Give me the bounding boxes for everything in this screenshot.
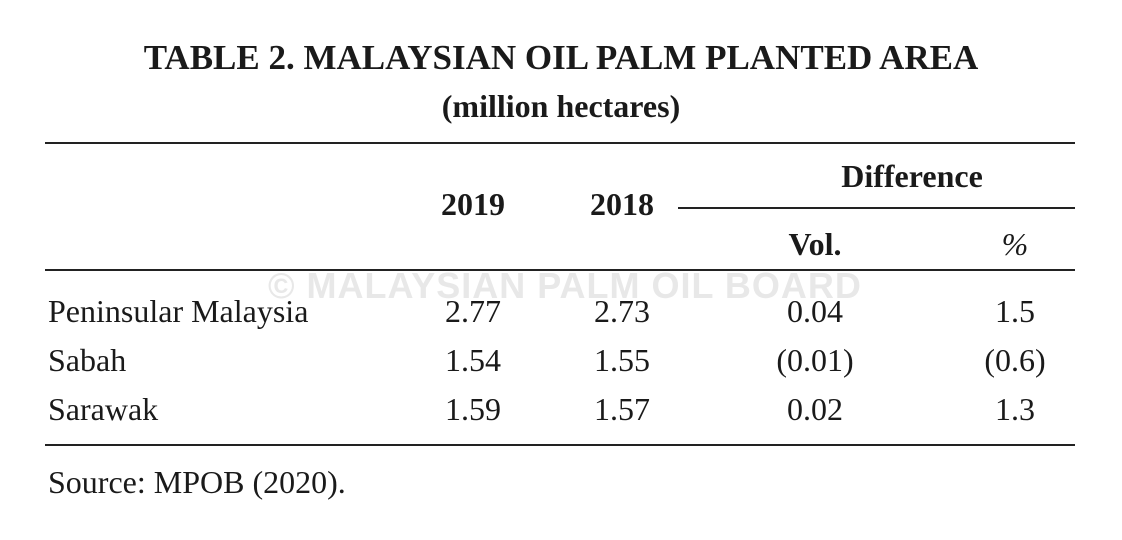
header-year: 2019 (441, 186, 505, 222)
value-cell: (0.01) (776, 342, 854, 378)
value-cell: 1.59 (445, 391, 501, 427)
value-cell: 1.54 (445, 342, 501, 378)
region-cell: Sarawak (48, 391, 159, 427)
subtitle: (million hectares) (441, 88, 681, 124)
value-cell: 0.02 (787, 391, 843, 427)
header-rule (45, 269, 1075, 271)
group-rule (678, 207, 1075, 209)
value-cell: 1.57 (594, 391, 650, 427)
header-group: Difference (841, 158, 983, 194)
title: TABLE 2. MALAYSIAN OIL PALM PLANTED AREA (143, 38, 979, 77)
header-year: 2018 (590, 186, 654, 222)
region-cell: Peninsular Malaysia (48, 293, 309, 329)
value-cell: 1.55 (594, 342, 650, 378)
value-cell: (0.6) (984, 342, 1046, 378)
value-cell: 1.5 (995, 293, 1035, 329)
region-cell: Sabah (48, 342, 127, 378)
value-cell: 2.73 (594, 293, 650, 329)
value-cell: 2.77 (445, 293, 501, 329)
header-sub: % (1001, 226, 1029, 262)
header-sub: Vol. (788, 226, 842, 262)
top-rule (45, 142, 1075, 144)
value-cell: 1.3 (995, 391, 1035, 427)
value-cell: 0.04 (787, 293, 843, 329)
bottom-rule (45, 444, 1075, 446)
watermark: © MALAYSIAN PALM OIL BOARD (268, 265, 862, 306)
source: Source: MPOB (2020). (48, 464, 346, 500)
